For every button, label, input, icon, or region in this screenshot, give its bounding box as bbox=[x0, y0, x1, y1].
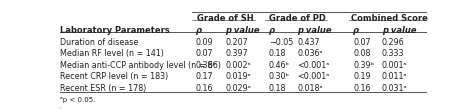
Text: 0.18: 0.18 bbox=[269, 49, 286, 58]
Text: 0.19: 0.19 bbox=[353, 72, 371, 81]
Text: p value: p value bbox=[382, 26, 416, 35]
Text: 0.002ᵃ: 0.002ᵃ bbox=[225, 61, 251, 70]
Text: 0.17: 0.17 bbox=[196, 72, 213, 81]
Text: Recent ESR (n = 178): Recent ESR (n = 178) bbox=[60, 84, 146, 93]
Text: ᵇp ≥ 0.3.: ᵇp ≥ 0.3. bbox=[60, 108, 91, 109]
Text: 0.09: 0.09 bbox=[196, 37, 213, 47]
Text: ᵃp < 0.05.: ᵃp < 0.05. bbox=[60, 97, 95, 103]
Text: <0.001ᵃ: <0.001ᵃ bbox=[297, 61, 330, 70]
Text: <0.001ᵃ: <0.001ᵃ bbox=[297, 72, 330, 81]
Text: 0.019ᵃ: 0.019ᵃ bbox=[225, 72, 251, 81]
Text: ρ: ρ bbox=[269, 26, 274, 35]
Text: ρ: ρ bbox=[196, 26, 202, 35]
Text: 0.207: 0.207 bbox=[225, 37, 248, 47]
Text: Laboratory Parameters: Laboratory Parameters bbox=[60, 26, 170, 35]
Text: 0.018ᵃ: 0.018ᵃ bbox=[297, 84, 323, 93]
Text: p value: p value bbox=[225, 26, 260, 35]
Text: 0.16: 0.16 bbox=[353, 84, 371, 93]
Text: 0.07: 0.07 bbox=[196, 49, 213, 58]
Text: Median RF level (n = 141): Median RF level (n = 141) bbox=[60, 49, 164, 58]
Text: Median anti-CCP antibody level (n = 66): Median anti-CCP antibody level (n = 66) bbox=[60, 61, 221, 70]
Text: Grade of SH: Grade of SH bbox=[197, 14, 254, 23]
Text: 0.029ᵃ: 0.029ᵃ bbox=[225, 84, 251, 93]
Text: 0.38ᵇ: 0.38ᵇ bbox=[196, 61, 217, 70]
Text: 0.08: 0.08 bbox=[353, 49, 371, 58]
Text: Recent CRP level (n = 183): Recent CRP level (n = 183) bbox=[60, 72, 168, 81]
Text: 0.001ᵃ: 0.001ᵃ bbox=[382, 61, 408, 70]
Text: 0.333: 0.333 bbox=[382, 49, 404, 58]
Text: p value: p value bbox=[297, 26, 332, 35]
Text: 0.031ᵃ: 0.031ᵃ bbox=[382, 84, 408, 93]
Text: Grade of PD: Grade of PD bbox=[269, 14, 326, 23]
Text: 0.46ᵇ: 0.46ᵇ bbox=[269, 61, 290, 70]
Text: 0.011ᵃ: 0.011ᵃ bbox=[382, 72, 408, 81]
Text: 0.30ᵇ: 0.30ᵇ bbox=[269, 72, 290, 81]
Text: 0.296: 0.296 bbox=[382, 37, 404, 47]
Text: 0.07: 0.07 bbox=[353, 37, 371, 47]
Text: ρ: ρ bbox=[353, 26, 359, 35]
Text: 0.036ᵃ: 0.036ᵃ bbox=[297, 49, 323, 58]
Text: Duration of disease: Duration of disease bbox=[60, 37, 138, 47]
Text: 0.16: 0.16 bbox=[196, 84, 213, 93]
Text: −0.05: −0.05 bbox=[269, 37, 293, 47]
Text: Combined Score: Combined Score bbox=[351, 14, 428, 23]
Text: 0.18: 0.18 bbox=[269, 84, 286, 93]
Text: 0.397: 0.397 bbox=[225, 49, 248, 58]
Text: 0.39ᵇ: 0.39ᵇ bbox=[353, 61, 374, 70]
Text: 0.437: 0.437 bbox=[297, 37, 320, 47]
